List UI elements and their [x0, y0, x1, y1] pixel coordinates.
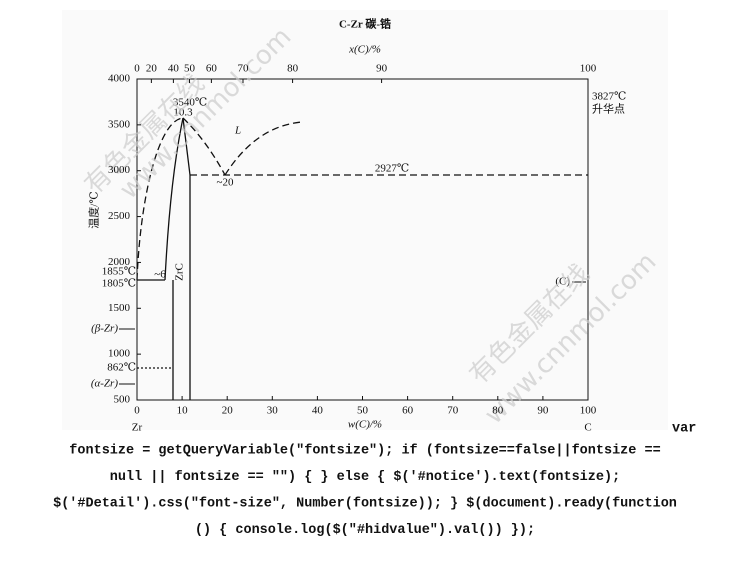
code-text: $('#Detail').css("font-size", Number(fon… — [53, 497, 677, 512]
annotation: 升华点 — [592, 102, 625, 116]
annotation: ZrC — [174, 263, 186, 281]
x-tick-label: 0 — [134, 405, 140, 417]
y-tick-label: 500 — [114, 394, 131, 406]
figure-bg — [62, 10, 668, 430]
axis-label: x(C)/% — [348, 44, 381, 56]
annotation: (α-Zr) — [91, 378, 118, 390]
top-tick-label: 0 — [134, 63, 140, 75]
annotation: 3827℃ — [592, 91, 626, 103]
annotation: 2927℃ — [375, 163, 409, 175]
y-tick-label: 1500 — [108, 302, 131, 314]
top-tick-label: 100 — [580, 63, 597, 75]
axis-end: Zr — [132, 422, 143, 434]
diagram-lines — [119, 78, 589, 401]
annotation: 1855℃ — [102, 266, 136, 278]
y-tick-label: 2500 — [108, 210, 131, 222]
x-tick-label: 60 — [402, 405, 414, 417]
code-text: null || fontsize == "") { } else { $('#n… — [110, 470, 620, 485]
axis-end: C — [584, 422, 591, 434]
annotation: ~6 — [154, 269, 166, 281]
axis-label: w(C)/% — [348, 419, 382, 431]
x-tick-label: 90 — [537, 405, 549, 417]
title: C-Zr 碳-锆 — [339, 17, 391, 31]
annotation: 10.3 — [173, 107, 193, 119]
code-text: var — [672, 422, 696, 437]
liquidus — [224, 121, 303, 176]
zrc-boundary — [182, 117, 191, 400]
x-tick-label: 50 — [357, 405, 369, 417]
top-tick-label: 80 — [287, 63, 299, 75]
y-tick-label: 3500 — [108, 118, 131, 130]
x-tick-label: 40 — [312, 405, 324, 417]
axis-label: 温度/℃ — [87, 191, 101, 228]
arrows — [119, 281, 586, 385]
x-tick-label: 100 — [580, 405, 597, 417]
top-tick-label: 40 — [168, 63, 180, 75]
y-tick-label: 1000 — [108, 348, 131, 360]
x-tick-label: 70 — [447, 405, 459, 417]
top-tick-label: 60 — [206, 63, 218, 75]
annotation: 862℃ — [107, 362, 136, 374]
annotation: ~20 — [217, 177, 234, 189]
annotation: (C) — [555, 276, 570, 288]
code-text: () { console.log($("#hidvalue").val()) }… — [195, 523, 535, 538]
zrc-boundary — [164, 117, 184, 281]
annotation: 1805℃ — [102, 278, 136, 290]
annotation: 3540℃ — [173, 97, 207, 109]
annotation: (β-Zr) — [91, 323, 118, 335]
x-tick-label: 20 — [222, 405, 234, 417]
liquidus — [182, 117, 226, 176]
top-tick-label: 90 — [376, 63, 388, 75]
x-tick-label: 30 — [267, 405, 279, 417]
top-tick-label: 20 — [146, 63, 158, 75]
liquidus — [136, 117, 184, 281]
top-tick-label: 70 — [237, 63, 249, 75]
top-tick-label: 50 — [184, 63, 196, 75]
y-tick-label: 3000 — [108, 164, 131, 176]
y-tick-label: 2000 — [108, 256, 131, 268]
annotation: L — [234, 125, 241, 137]
y-tick-label: 4000 — [108, 73, 131, 85]
x-tick-label: 80 — [492, 405, 504, 417]
x-tick-label: 10 — [177, 405, 189, 417]
code-text: fontsize = getQueryVariable("fontsize");… — [69, 444, 660, 459]
